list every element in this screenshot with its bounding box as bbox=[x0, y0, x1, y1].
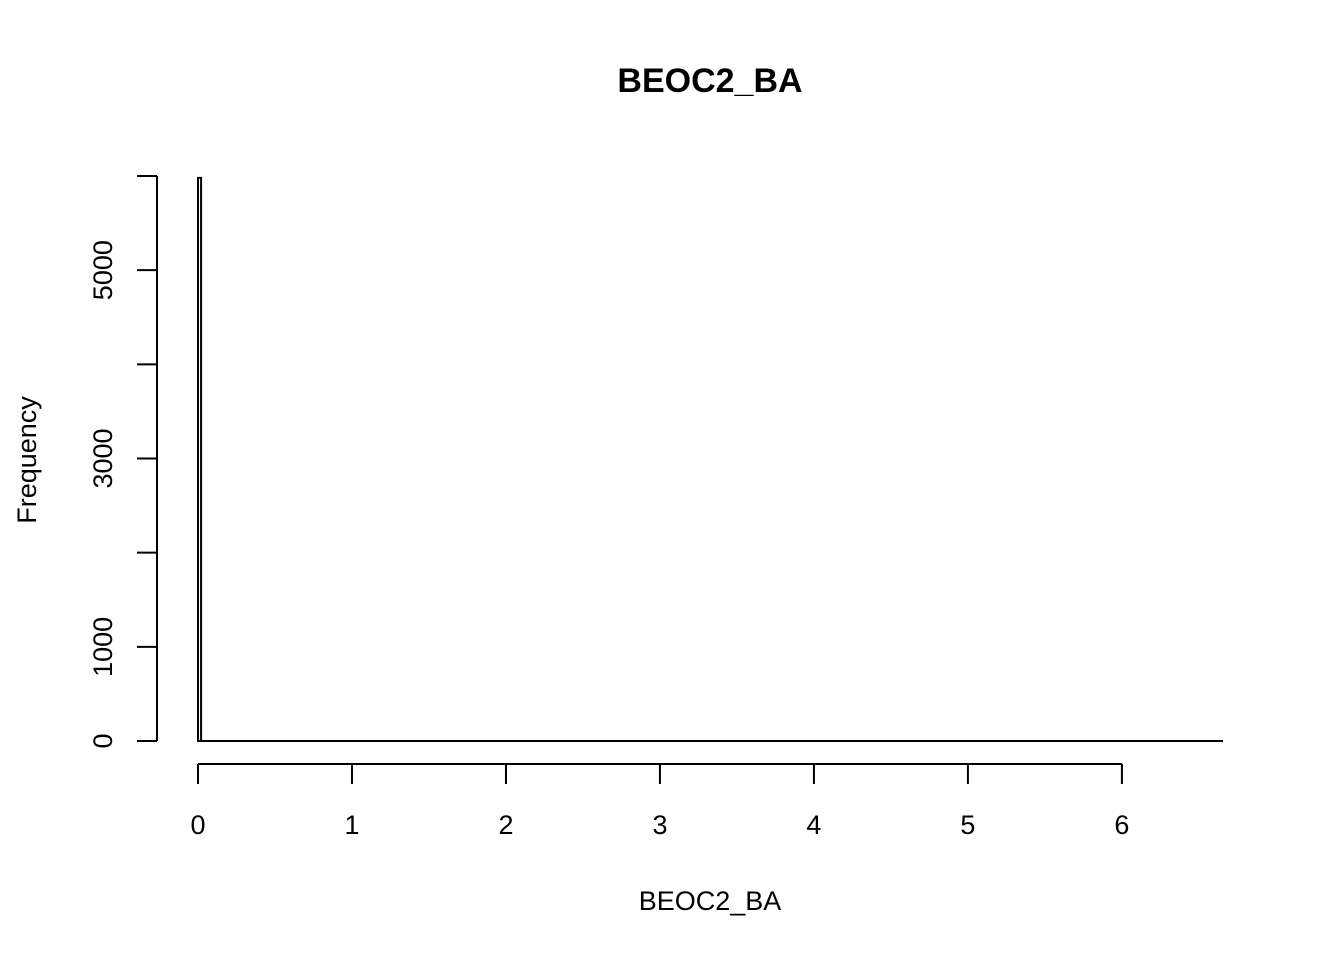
y-tick-label: 1000 bbox=[88, 617, 118, 677]
x-tick-label: 5 bbox=[960, 810, 975, 840]
y-tick-label: 3000 bbox=[88, 428, 118, 488]
x-tick-label: 3 bbox=[652, 810, 667, 840]
histogram-bars bbox=[197, 176, 1223, 743]
x-tick-label: 6 bbox=[1114, 810, 1129, 840]
y-axis: 0 1000 3000 5000 bbox=[88, 175, 158, 749]
x-axis: 0 1 2 3 4 5 6 bbox=[190, 763, 1129, 840]
x-tick-label: 0 bbox=[190, 810, 205, 840]
x-tick-label: 2 bbox=[498, 810, 513, 840]
x-axis-label: BEOC2_BA bbox=[639, 886, 782, 916]
x-tick-label: 1 bbox=[344, 810, 359, 840]
chart-title: BEOC2_BA bbox=[617, 62, 802, 100]
x-tick-label: 4 bbox=[806, 810, 821, 840]
histogram-bar bbox=[197, 176, 203, 742]
y-axis-label: Frequency bbox=[12, 396, 42, 524]
y-tick-label: 0 bbox=[88, 733, 118, 748]
y-tick-label: 5000 bbox=[88, 240, 118, 300]
